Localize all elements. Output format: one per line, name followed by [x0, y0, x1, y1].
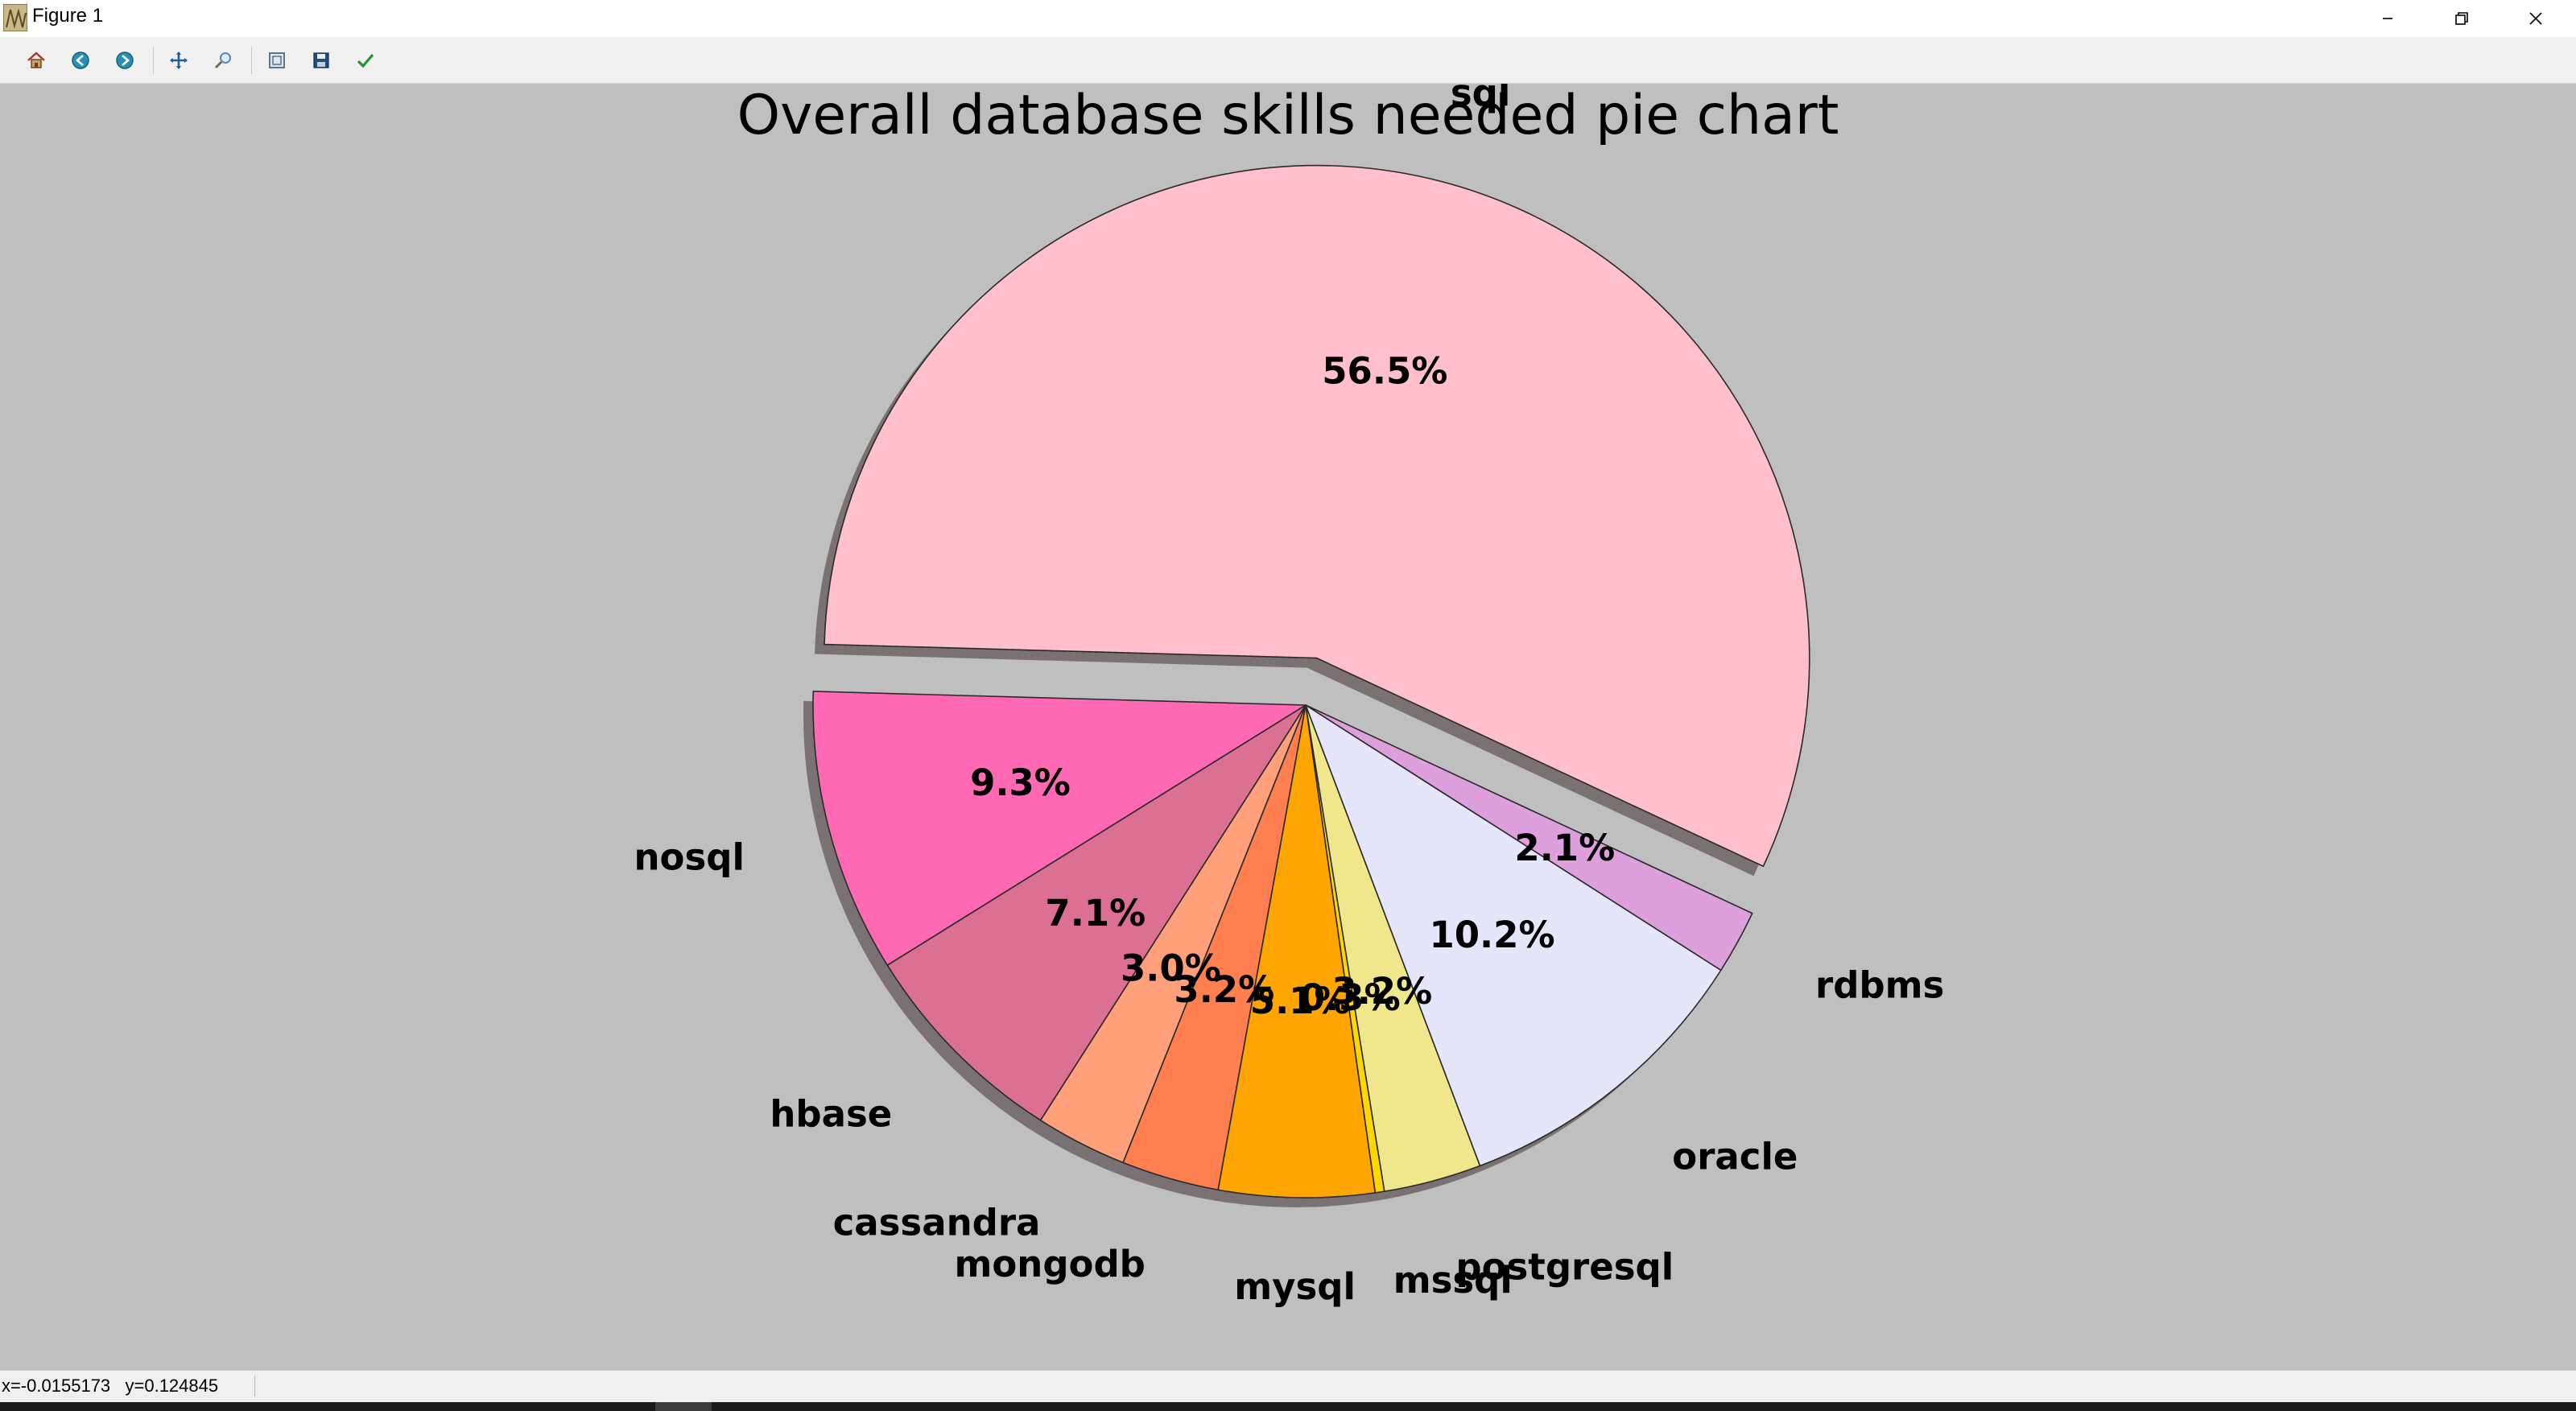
edit-parameters-button[interactable]: [351, 46, 380, 75]
window-title: Figure 1: [32, 5, 104, 27]
pie-slice-mysql: [1217, 704, 1377, 1199]
window-titlebar: Figure 1: [0, 0, 2576, 37]
slice-percent-postgresql: 3.2%: [1331, 970, 1432, 1013]
pie-slice-nosql: [812, 691, 1307, 967]
pie-slice-hbase: [886, 704, 1307, 1121]
save-button[interactable]: [307, 46, 336, 75]
subplots-icon: [269, 52, 285, 68]
slice-percent-mongodb: 3.2%: [1174, 968, 1274, 1011]
back-button[interactable]: [66, 46, 95, 75]
restore-button[interactable]: [2425, 0, 2499, 37]
slice-percent-mssql: 0.3%: [1300, 976, 1401, 1019]
toolbar-separator: [251, 47, 252, 74]
slice-percent-mysql: 5.1%: [1250, 980, 1351, 1022]
cursor-coordinates: x=-0.0155173 y=0.124845: [2, 1376, 219, 1396]
zoom-icon: [214, 52, 231, 69]
pie-slice-rdbms: [1305, 704, 1753, 972]
slice-label-postgresql: postgresql: [1455, 1246, 1674, 1289]
slice-percent-nosql: 9.3%: [970, 761, 1071, 804]
close-button[interactable]: [2499, 0, 2573, 37]
home-button[interactable]: [22, 46, 51, 75]
figure-canvas[interactable]: sql 56.5% nosql 9.3% hbase 7.1% cassandra 3.0% m…: [0, 84, 2576, 1370]
minimize-button[interactable]: [2351, 0, 2425, 37]
navigation-toolbar: [0, 37, 2576, 84]
slice-label-cassandra: cassandra: [833, 1202, 1041, 1244]
slice-percent-oracle: 10.2%: [1429, 914, 1554, 956]
check-icon: [357, 53, 374, 68]
save-icon: [313, 52, 329, 68]
slice-label-oracle: oracle: [1672, 1136, 1798, 1178]
slice-percent-cassandra: 3.0%: [1121, 947, 1221, 990]
taskbar-strip: [0, 1402, 2576, 1411]
slice-label-nosql: nosql: [634, 836, 745, 879]
toolbar-separator: [153, 47, 154, 74]
chart-title: Overall database skills needed pie chart: [737, 84, 1839, 147]
slice-percent-rdbms: 2.1%: [1514, 827, 1615, 869]
close-icon: [2529, 12, 2542, 25]
minimize-icon: [2383, 18, 2392, 19]
slice-percent-hbase: 7.1%: [1045, 892, 1146, 934]
app-icon: [3, 4, 27, 31]
forward-arrow-icon: [116, 52, 134, 69]
slice-label-mongodb: mongodb: [954, 1243, 1145, 1285]
status-bar: x=-0.0155173 y=0.124845: [0, 1370, 2576, 1402]
forward-button[interactable]: [110, 46, 139, 75]
slice-percent-sql: 56.5%: [1322, 349, 1447, 392]
restore-icon: [2455, 12, 2468, 25]
slice-label-mysql: mysql: [1234, 1265, 1356, 1308]
status-separator: [254, 1376, 255, 1397]
slice-label-rdbms: rdbms: [1815, 964, 1944, 1007]
pie-slice-oracle: [1305, 704, 1722, 1167]
slice-label-sql: sql: [1451, 84, 1510, 114]
pie-slices: [812, 164, 1810, 1199]
slice-label-hbase: hbase: [770, 1093, 892, 1136]
pie-chart: sql 56.5% nosql 9.3% hbase 7.1% cassandra 3.0% m…: [634, 84, 1945, 1308]
pie-slice-sql: [824, 164, 1810, 868]
taskbar-marker: [655, 1402, 712, 1411]
pan-button[interactable]: [164, 46, 193, 75]
slice-label-mssql: mssql: [1393, 1259, 1513, 1302]
back-arrow-icon: [72, 52, 89, 69]
home-icon: [27, 52, 45, 68]
pie-labels: sql 56.5% nosql 9.3% hbase 7.1% cassandra 3.0% m…: [634, 84, 1945, 1308]
move-icon: [170, 52, 188, 69]
zoom-button[interactable]: [208, 46, 237, 75]
configure-subplots-button[interactable]: [262, 46, 291, 75]
